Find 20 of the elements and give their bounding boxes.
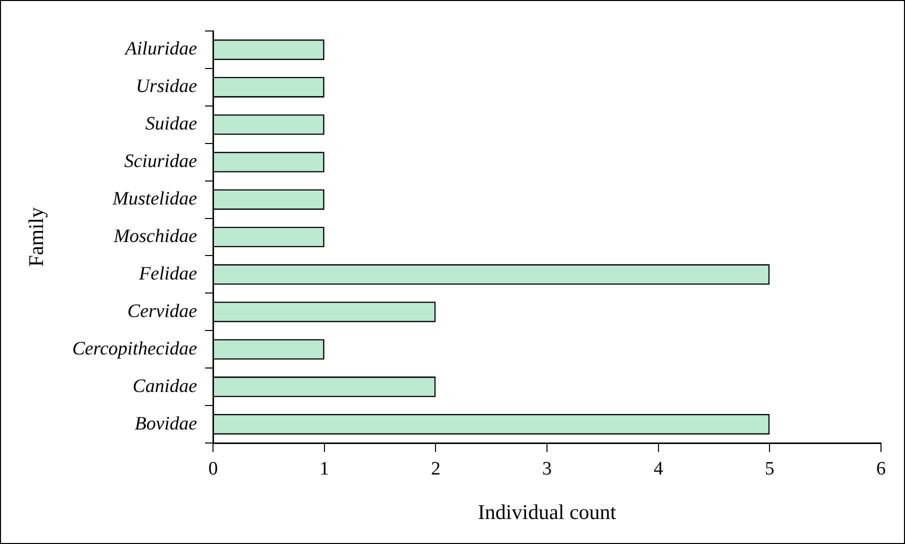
y-tick-label: Moschidae bbox=[112, 226, 198, 247]
y-tick-label: Ailuridae bbox=[123, 38, 198, 60]
x-tick-label: 4 bbox=[654, 458, 664, 480]
x-tick-label: 5 bbox=[764, 458, 774, 480]
y-tick-label: Bovidae bbox=[134, 413, 198, 434]
y-tick-label: Felidae bbox=[138, 263, 198, 284]
y-axis-title: Family bbox=[24, 206, 48, 267]
y-tick-label: Canidae bbox=[132, 376, 198, 397]
x-tick-label: 6 bbox=[876, 458, 886, 480]
y-tick-label: Sciuridae bbox=[124, 151, 198, 172]
x-axis-title: Individual count bbox=[478, 500, 616, 524]
y-tick-label: Suidae bbox=[145, 114, 198, 135]
y-tick-label: Cervidae bbox=[127, 300, 198, 322]
x-tick-label: 3 bbox=[542, 458, 552, 480]
y-tick-label: Mustelidae bbox=[112, 188, 198, 210]
x-tick-label: 2 bbox=[430, 458, 440, 480]
x-tick-label: 1 bbox=[320, 458, 330, 480]
y-tick-label: Ursidae bbox=[136, 76, 198, 98]
x-tick-label: 0 bbox=[208, 458, 218, 480]
y-tick-label: Cercopithecidae bbox=[72, 338, 198, 360]
